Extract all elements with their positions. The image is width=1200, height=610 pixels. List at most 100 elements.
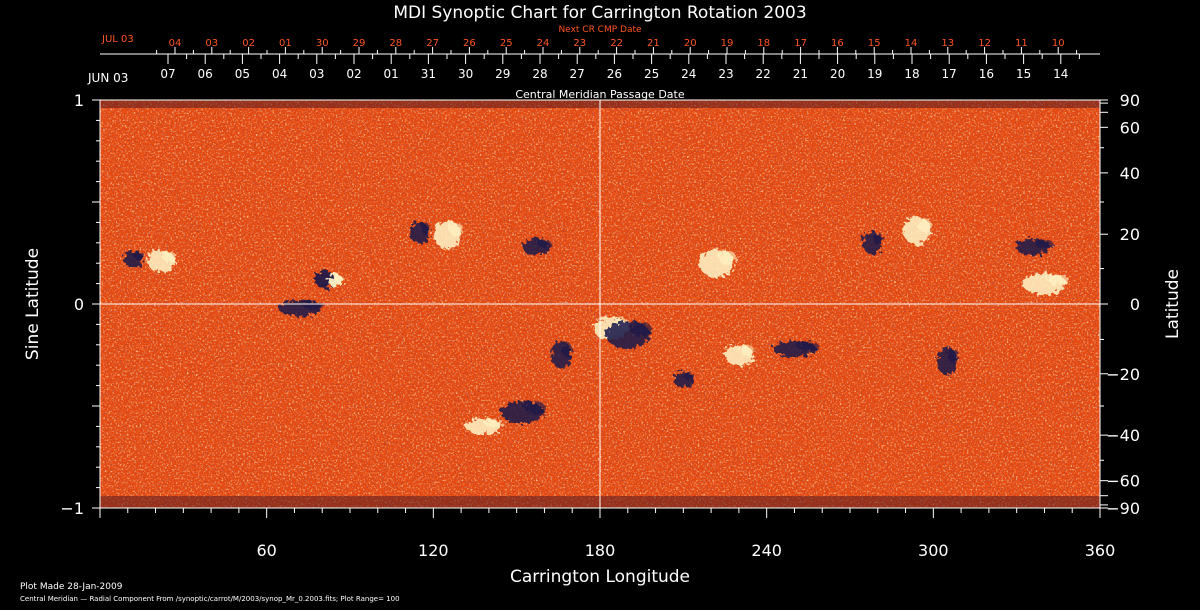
cmp-date-label: 01 bbox=[384, 67, 399, 81]
region-negative-fringe bbox=[796, 341, 819, 350]
next-cr-axis-label: Next CR CMP Date bbox=[558, 25, 642, 35]
region-negative-fringe bbox=[684, 372, 695, 381]
region-negative-fringe bbox=[524, 402, 547, 414]
region-positive bbox=[327, 274, 344, 287]
cmp-date-label: 04 bbox=[272, 67, 287, 81]
y-right-tick-label: −20 bbox=[1106, 365, 1140, 384]
cmp-date-label: 07 bbox=[160, 67, 175, 81]
next-cr-date-label: 02 bbox=[242, 38, 255, 49]
cmp-axis-label: Central Meridian Passage Date bbox=[515, 88, 684, 101]
region-negative-fringe bbox=[420, 222, 431, 234]
y-right-tick-label: −90 bbox=[1106, 499, 1140, 518]
y-right-tick-label: 0 bbox=[1130, 295, 1140, 314]
cmp-date-label: 29 bbox=[495, 67, 510, 81]
next-cr-date-label: 18 bbox=[757, 38, 770, 49]
next-cr-date-label: 28 bbox=[389, 38, 402, 49]
next-cr-date-label: 25 bbox=[500, 38, 513, 49]
cmp-date-label: 16 bbox=[979, 67, 994, 81]
next-cr-date-label: 15 bbox=[868, 38, 881, 49]
next-cr-date-label: 13 bbox=[941, 38, 954, 49]
cmp-date-label: 21 bbox=[793, 67, 808, 81]
chart-title: MDI Synoptic Chart for Carrington Rotati… bbox=[393, 3, 806, 23]
next-cr-date-label: 12 bbox=[978, 38, 991, 49]
plot-area bbox=[99, 99, 1101, 509]
x-tick-label: 180 bbox=[585, 541, 616, 560]
y-right-tick-label: 20 bbox=[1120, 225, 1140, 244]
region-negative-fringe bbox=[629, 322, 652, 336]
region-positive-fringe bbox=[918, 217, 933, 232]
next-cr-date-label: 29 bbox=[353, 38, 366, 49]
y-left-tick-label: 0 bbox=[74, 295, 84, 314]
cmp-date-label: 26 bbox=[607, 67, 622, 81]
cmp-date-label: 14 bbox=[1053, 67, 1068, 81]
next-cr-date-label: 10 bbox=[1052, 38, 1065, 49]
region-positive-fringe bbox=[740, 345, 755, 357]
x-tick-label: 300 bbox=[918, 541, 949, 560]
x-tick-label: 360 bbox=[1085, 541, 1116, 560]
next-cr-date-label: 03 bbox=[205, 38, 218, 49]
cmp-month: JUN 03 bbox=[87, 71, 128, 85]
region-negative-fringe bbox=[537, 239, 552, 248]
y-right-tick-label: −60 bbox=[1106, 472, 1140, 491]
cmp-date-label: 23 bbox=[718, 67, 733, 81]
next-cr-date-label: 26 bbox=[463, 38, 476, 49]
x-tick-label: 120 bbox=[418, 541, 449, 560]
cmp-date-label: 25 bbox=[644, 67, 659, 81]
next-cr-date-label: 27 bbox=[426, 38, 439, 49]
next-cr-date-label: 21 bbox=[647, 38, 660, 49]
next-cr-date-label: 14 bbox=[905, 38, 918, 49]
grid-lines bbox=[100, 100, 1100, 508]
region-positive-fringe bbox=[1046, 273, 1069, 285]
next-cr-month: JUL 03 bbox=[101, 34, 134, 45]
region-negative-fringe bbox=[948, 348, 959, 363]
next-cr-date-label: 20 bbox=[684, 38, 697, 49]
cmp-ticks: 07 06 05 04 03 02 01 31 30 29 28 27 26 25 24 23 22 21 20 19… bbox=[160, 54, 1080, 81]
cmp-date-label: 30 bbox=[458, 67, 473, 81]
region-positive-fringe bbox=[485, 419, 504, 428]
next-cr-date-label: 23 bbox=[573, 38, 586, 49]
cmp-date-label: 31 bbox=[421, 67, 436, 81]
region-negative-fringe bbox=[562, 342, 573, 357]
cmp-date-label: 05 bbox=[235, 67, 250, 81]
next-cr-ticks: 04 03 02 01 30 29 28 27 26 25 24 23 22 21 20 19 18 17 16 15… bbox=[156, 38, 1078, 54]
region-positive-fringe bbox=[162, 251, 177, 263]
region-negative-fringe bbox=[302, 300, 325, 309]
next-cr-date-label: 17 bbox=[794, 38, 807, 49]
y-axis-right: 90 60 40 20 0 −20 −40 −60 −90 bbox=[1100, 91, 1140, 518]
y-right-tick-label: 90 bbox=[1120, 91, 1140, 110]
cmp-date-label: 22 bbox=[756, 67, 771, 81]
region-positive-fringe bbox=[448, 222, 463, 237]
y-right-tick-label: 60 bbox=[1120, 118, 1140, 137]
y-axis-left: 1 0 −1 bbox=[60, 91, 100, 518]
y-left-tick-label: −1 bbox=[60, 499, 84, 518]
region-negative-fringe bbox=[134, 251, 145, 260]
plot-description-note: Central Meridian — Radial Component From… bbox=[20, 595, 400, 603]
next-cr-date-label: 01 bbox=[279, 38, 292, 49]
cmp-date-label: 17 bbox=[942, 67, 957, 81]
cmp-date-label: 15 bbox=[1016, 67, 1031, 81]
y-right-tick-label: 40 bbox=[1120, 164, 1140, 183]
cmp-date-label: 20 bbox=[830, 67, 845, 81]
next-cr-date-label: 22 bbox=[610, 38, 623, 49]
next-cr-date-label: 24 bbox=[537, 38, 550, 49]
x-tick-label: 60 bbox=[256, 541, 276, 560]
y-axis-left-label: Sine Latitude bbox=[23, 248, 43, 360]
cmp-date-label: 28 bbox=[532, 67, 547, 81]
x-axis-label: Carrington Longitude bbox=[510, 567, 690, 587]
y-left-tick-label: 1 bbox=[74, 91, 84, 110]
cmp-date-label: 18 bbox=[904, 67, 919, 81]
plot-made-note: Plot Made 28-Jan-2009 bbox=[20, 582, 123, 592]
cmp-date-label: 06 bbox=[198, 67, 213, 81]
cmp-date-label: 03 bbox=[309, 67, 324, 81]
region-negative-fringe bbox=[873, 232, 884, 244]
cmp-date-label: 02 bbox=[346, 67, 361, 81]
cmp-date-label: 27 bbox=[570, 67, 585, 81]
region-negative-fringe bbox=[1035, 239, 1054, 248]
next-cr-date-label: 04 bbox=[169, 38, 182, 49]
y-axis-right-label: Latitude bbox=[1163, 269, 1183, 339]
x-tick-label: 240 bbox=[751, 541, 782, 560]
active-regions bbox=[123, 216, 1069, 435]
cmp-date-label: 24 bbox=[681, 67, 696, 81]
next-cr-date-label: 30 bbox=[316, 38, 329, 49]
